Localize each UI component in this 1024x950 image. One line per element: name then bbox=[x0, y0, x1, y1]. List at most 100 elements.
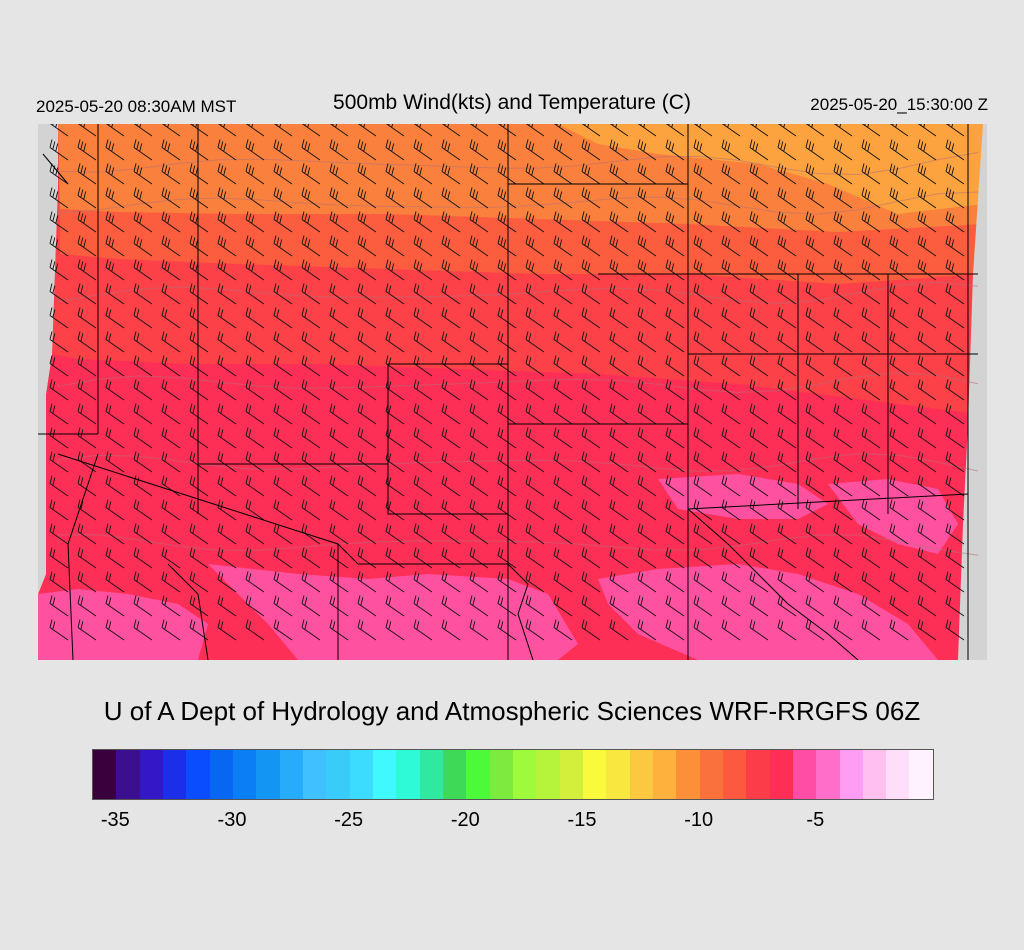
state-boundary bbox=[67, 453, 99, 660]
wind-barb bbox=[133, 475, 153, 497]
wind-barb bbox=[889, 379, 909, 401]
wind-barb bbox=[329, 187, 349, 209]
colorbar-tick-label: -5 bbox=[806, 809, 825, 831]
wind-barb bbox=[525, 379, 545, 401]
wind-barb bbox=[833, 331, 853, 353]
wind-barb bbox=[665, 211, 685, 233]
wind-barb bbox=[525, 187, 545, 209]
wind-barb bbox=[945, 355, 965, 377]
wind-barb bbox=[105, 211, 125, 233]
wind-barb bbox=[217, 355, 237, 377]
wind-barb bbox=[105, 595, 125, 617]
wind-barb bbox=[805, 124, 825, 137]
wind-barb bbox=[665, 355, 685, 377]
wind-barb bbox=[273, 523, 293, 545]
wind-barb bbox=[833, 427, 853, 449]
wind-barb bbox=[105, 427, 125, 449]
no-data-edge bbox=[958, 124, 987, 660]
wind-barb bbox=[469, 475, 489, 497]
wind-barb bbox=[553, 187, 573, 209]
wind-barb bbox=[161, 355, 181, 377]
wind-barb bbox=[161, 211, 181, 233]
wind-barb bbox=[805, 163, 825, 185]
wind-barb bbox=[357, 475, 377, 497]
wind-barb bbox=[945, 283, 965, 305]
wind-barb bbox=[133, 187, 153, 209]
wind-barb bbox=[189, 355, 209, 377]
wind-barb bbox=[357, 283, 377, 305]
wind-barb bbox=[637, 331, 657, 353]
wind-barb bbox=[329, 427, 349, 449]
wind-barb bbox=[385, 259, 405, 281]
wind-barb bbox=[273, 259, 293, 281]
wind-barb bbox=[245, 139, 265, 161]
wind-barb bbox=[357, 547, 377, 569]
wind-barb-layer bbox=[49, 124, 965, 641]
wind-barb bbox=[357, 139, 377, 161]
wind-barb bbox=[805, 595, 825, 617]
wind-barb bbox=[749, 547, 769, 569]
wind-barb bbox=[497, 379, 517, 401]
wind-barb bbox=[945, 139, 965, 161]
wind-barb bbox=[217, 379, 237, 401]
wind-barb bbox=[105, 163, 125, 185]
wind-barb bbox=[413, 619, 433, 641]
wind-barb bbox=[49, 379, 69, 401]
wind-barb bbox=[609, 499, 629, 521]
wind-barb bbox=[329, 403, 349, 425]
wind-barb bbox=[553, 139, 573, 161]
wind-barb bbox=[189, 571, 209, 593]
wind-barb bbox=[917, 475, 937, 497]
wind-barb bbox=[553, 547, 573, 569]
wind-barb bbox=[357, 187, 377, 209]
wind-barb bbox=[861, 451, 881, 473]
wind-barb bbox=[49, 139, 69, 161]
wind-barb bbox=[49, 499, 69, 521]
wind-barb bbox=[385, 163, 405, 185]
wind-barb bbox=[553, 283, 573, 305]
wind-barb bbox=[777, 283, 797, 305]
wind-barb bbox=[721, 475, 741, 497]
wind-barb bbox=[609, 427, 629, 449]
wind-barb bbox=[105, 283, 125, 305]
wind-barb bbox=[133, 259, 153, 281]
wind-barb bbox=[49, 451, 69, 473]
wind-barb bbox=[721, 523, 741, 545]
wind-barb bbox=[357, 379, 377, 401]
wind-barb bbox=[413, 283, 433, 305]
wind-barb bbox=[329, 595, 349, 617]
no-data-edge bbox=[38, 124, 58, 594]
wind-barb bbox=[273, 547, 293, 569]
wind-barb bbox=[693, 124, 713, 137]
wind-barb bbox=[273, 211, 293, 233]
wind-barb bbox=[945, 187, 965, 209]
wind-barb bbox=[273, 139, 293, 161]
wind-barb bbox=[385, 547, 405, 569]
colorbar-swatch bbox=[302, 750, 327, 799]
wind-barb bbox=[609, 595, 629, 617]
colorbar-swatch bbox=[652, 750, 677, 799]
wind-barb bbox=[161, 379, 181, 401]
wind-barb bbox=[301, 331, 321, 353]
wind-barb bbox=[889, 331, 909, 353]
wind-barb bbox=[469, 403, 489, 425]
wind-barb bbox=[217, 331, 237, 353]
wind-barb bbox=[49, 571, 69, 593]
wind-barb bbox=[273, 235, 293, 257]
wind-barb bbox=[413, 235, 433, 257]
wind-barb bbox=[917, 307, 937, 329]
wind-barb bbox=[777, 571, 797, 593]
wind-barb bbox=[665, 307, 685, 329]
wind-barb bbox=[301, 403, 321, 425]
wind-barb bbox=[609, 331, 629, 353]
wind-barb bbox=[637, 211, 657, 233]
wind-barb bbox=[917, 547, 937, 569]
wind-barb bbox=[161, 595, 181, 617]
wind-barb bbox=[189, 499, 209, 521]
wind-barb bbox=[77, 211, 97, 233]
wind-barb bbox=[777, 475, 797, 497]
wind-barb bbox=[329, 124, 349, 137]
state-boundary bbox=[167, 563, 209, 660]
wind-barb bbox=[581, 187, 601, 209]
wind-barb bbox=[553, 451, 573, 473]
